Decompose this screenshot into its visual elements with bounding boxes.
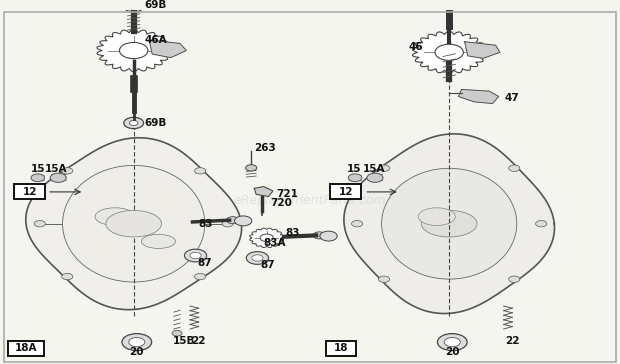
Bar — [326, 341, 356, 356]
Circle shape — [379, 276, 390, 282]
Text: 83: 83 — [198, 219, 213, 229]
Circle shape — [62, 168, 73, 174]
Circle shape — [31, 174, 45, 182]
Circle shape — [508, 276, 520, 282]
Circle shape — [246, 252, 268, 264]
Bar — [330, 184, 361, 199]
Text: 83A: 83A — [264, 238, 286, 248]
Text: 263: 263 — [254, 143, 276, 153]
Text: 15A: 15A — [45, 164, 68, 174]
Text: 15: 15 — [347, 164, 361, 174]
Circle shape — [130, 4, 138, 9]
Text: 12: 12 — [22, 186, 37, 197]
Circle shape — [438, 334, 467, 351]
Circle shape — [226, 217, 239, 224]
Text: 69B: 69B — [145, 118, 167, 128]
Circle shape — [129, 337, 145, 347]
Polygon shape — [250, 228, 284, 248]
Text: eReplacementParts.com: eReplacementParts.com — [234, 194, 386, 207]
Circle shape — [50, 173, 66, 182]
Polygon shape — [97, 29, 170, 72]
Circle shape — [445, 337, 460, 347]
Polygon shape — [149, 40, 186, 58]
Polygon shape — [412, 31, 486, 74]
Text: 22: 22 — [191, 336, 206, 347]
Circle shape — [352, 221, 363, 227]
Circle shape — [313, 232, 326, 239]
Text: 83: 83 — [285, 228, 299, 238]
Circle shape — [252, 255, 263, 261]
Circle shape — [130, 120, 138, 126]
Ellipse shape — [422, 210, 477, 237]
Circle shape — [124, 1, 144, 12]
Circle shape — [195, 168, 206, 174]
Polygon shape — [254, 187, 273, 197]
Bar — [14, 184, 45, 199]
Text: 22: 22 — [505, 336, 520, 347]
Text: 720: 720 — [270, 198, 291, 207]
Polygon shape — [464, 42, 500, 58]
Bar — [8, 341, 44, 356]
Text: 15: 15 — [30, 164, 45, 174]
Text: 87: 87 — [260, 260, 275, 270]
Ellipse shape — [106, 210, 162, 237]
Circle shape — [508, 165, 520, 171]
Circle shape — [190, 252, 201, 259]
Circle shape — [184, 249, 206, 262]
Circle shape — [122, 334, 152, 351]
Circle shape — [435, 44, 463, 60]
Text: 20: 20 — [130, 347, 144, 357]
Circle shape — [348, 174, 362, 182]
Polygon shape — [344, 134, 554, 313]
Text: 18: 18 — [334, 343, 348, 353]
Circle shape — [260, 234, 273, 242]
Circle shape — [536, 221, 547, 227]
Circle shape — [195, 273, 206, 280]
Circle shape — [246, 165, 257, 171]
Circle shape — [62, 273, 73, 280]
Text: 87: 87 — [197, 258, 212, 268]
Circle shape — [172, 331, 182, 336]
Circle shape — [34, 221, 45, 227]
Circle shape — [222, 221, 233, 227]
Circle shape — [367, 173, 383, 182]
Circle shape — [120, 43, 148, 59]
Text: 12: 12 — [339, 186, 353, 197]
Text: 15A: 15A — [363, 164, 385, 174]
Text: 69B: 69B — [145, 0, 167, 9]
Text: 15B: 15B — [172, 336, 195, 347]
Polygon shape — [458, 90, 498, 103]
Ellipse shape — [381, 168, 517, 279]
Text: 46A: 46A — [145, 35, 167, 45]
Circle shape — [379, 165, 390, 171]
Ellipse shape — [63, 165, 205, 282]
Ellipse shape — [418, 208, 455, 225]
Circle shape — [234, 216, 252, 226]
Circle shape — [124, 117, 144, 128]
Polygon shape — [26, 138, 242, 310]
Ellipse shape — [141, 234, 175, 249]
Text: 20: 20 — [445, 347, 459, 357]
Text: 47: 47 — [505, 93, 520, 103]
Text: 721: 721 — [276, 189, 298, 199]
Text: 46: 46 — [409, 42, 423, 52]
Ellipse shape — [95, 208, 135, 225]
Circle shape — [320, 231, 337, 241]
Text: 18A: 18A — [15, 343, 37, 353]
